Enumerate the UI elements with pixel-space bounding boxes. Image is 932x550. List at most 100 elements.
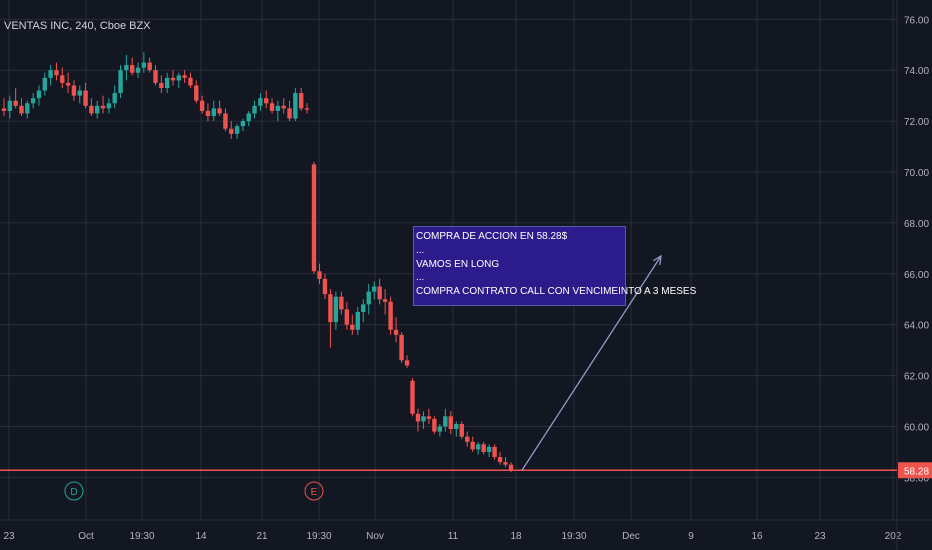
candle-body	[264, 98, 269, 104]
x-tick-label: 23	[3, 531, 15, 542]
note-line: COMPRA CONTRATO CALL CON VENCIMEINTO A 3…	[416, 286, 697, 298]
y-tick-label: 58.00	[904, 473, 929, 484]
candle-body	[199, 100, 205, 111]
candle-body	[170, 77, 176, 81]
candle-body	[176, 75, 182, 81]
x-tick-label: 16	[751, 531, 763, 542]
candle-body	[188, 77, 193, 86]
svg-text:D: D	[70, 487, 77, 498]
candle-body	[106, 103, 112, 109]
candle-body	[486, 446, 492, 452]
candle-body	[339, 296, 344, 310]
candle-body	[112, 93, 117, 104]
y-tick-label: 60.00	[904, 423, 929, 434]
candle-body	[421, 416, 426, 422]
y-tick-label: 66.00	[904, 270, 929, 281]
candle-body	[410, 380, 415, 414]
candle-body	[311, 164, 317, 272]
candle-body	[497, 457, 503, 463]
candle-body	[492, 446, 497, 458]
x-tick-label: 11	[448, 531, 459, 542]
candle-body	[459, 423, 464, 437]
candle-body	[1, 108, 7, 111]
earnings-marker[interactable]: E	[304, 481, 324, 501]
candle-body	[194, 85, 199, 101]
candle-body	[443, 416, 448, 427]
y-tick-label: 76.00	[904, 15, 929, 26]
candle-body	[293, 93, 298, 119]
y-tick-label: 64.00	[904, 321, 929, 332]
y-tick-label: 70.00	[904, 168, 929, 179]
candle-body	[366, 291, 371, 305]
y-tick-label: 72.00	[904, 117, 929, 128]
x-tick-label: 202	[885, 531, 902, 542]
candle-body	[89, 105, 94, 114]
x-tick-label: 9	[688, 531, 694, 542]
candle-body	[25, 103, 30, 114]
candle-body	[30, 98, 36, 104]
candle-body	[393, 329, 399, 335]
candle-body	[223, 113, 228, 129]
candle-body	[382, 299, 388, 302]
x-tick-label: 19:30	[306, 531, 331, 542]
candle-body	[388, 301, 393, 330]
candle-body	[470, 441, 475, 450]
candle-body	[211, 108, 216, 117]
candle-body	[503, 462, 508, 465]
x-tick-label: 21	[256, 531, 268, 542]
candle-body	[281, 105, 286, 109]
candle-body	[355, 311, 360, 330]
candle-body	[182, 75, 187, 78]
candle-body	[481, 444, 486, 452]
candle-body	[465, 436, 470, 442]
symbol-title: VENTAS INC, 240, Cboe BZX	[4, 20, 151, 32]
candle-body	[399, 334, 404, 361]
candle-body	[153, 70, 158, 83]
candle-body	[269, 103, 275, 111]
note-line: COMPRA DE ACCION EN 58.28$	[416, 231, 568, 242]
candle-body	[328, 294, 333, 323]
y-tick-label: 62.00	[904, 372, 929, 383]
candle-body	[475, 444, 481, 450]
last-price-label: 58.28	[904, 466, 929, 477]
candle-body	[77, 90, 82, 96]
candle-body	[71, 85, 77, 96]
note-line: ...	[416, 272, 425, 284]
candle-body	[36, 90, 42, 99]
candle-body	[48, 70, 53, 78]
candle-body	[344, 309, 350, 325]
trade-note-box[interactable]: COMPRA DE ACCION EN 58.28$ ... VAMOS EN …	[413, 226, 697, 306]
candle-body	[42, 77, 47, 91]
candle-body	[275, 105, 281, 111]
candle-body	[415, 413, 421, 422]
candle-body	[377, 286, 382, 300]
x-tick-label: 23	[814, 531, 826, 542]
x-tick-label: 14	[195, 531, 207, 542]
candle-body	[95, 105, 100, 114]
candle-body	[350, 324, 355, 330]
x-tick-label: 19:30	[561, 531, 586, 542]
x-tick-label: Dec	[622, 531, 640, 542]
candle-body	[361, 304, 366, 312]
x-tick-label: Nov	[366, 531, 384, 542]
y-tick-label: 68.00	[904, 219, 929, 230]
dividend-marker[interactable]: D	[64, 481, 84, 501]
candle-body	[252, 105, 257, 114]
candle-body	[240, 121, 246, 127]
candle-body	[19, 105, 24, 114]
y-tick-label: 74.00	[904, 66, 929, 77]
last-price-tag	[898, 462, 932, 479]
candle-body	[135, 67, 141, 73]
x-tick-label: 19:30	[129, 531, 154, 542]
x-tick-label: Oct	[78, 531, 94, 542]
candle-body	[258, 98, 263, 106]
candle-body	[100, 105, 106, 109]
trend-arrow-line	[521, 255, 662, 471]
candle-body	[141, 62, 147, 68]
candle-body	[371, 286, 377, 292]
candle-body	[83, 90, 88, 106]
trend-arrow-head	[652, 254, 662, 265]
candle-body	[448, 416, 454, 430]
candle-body	[322, 278, 328, 295]
